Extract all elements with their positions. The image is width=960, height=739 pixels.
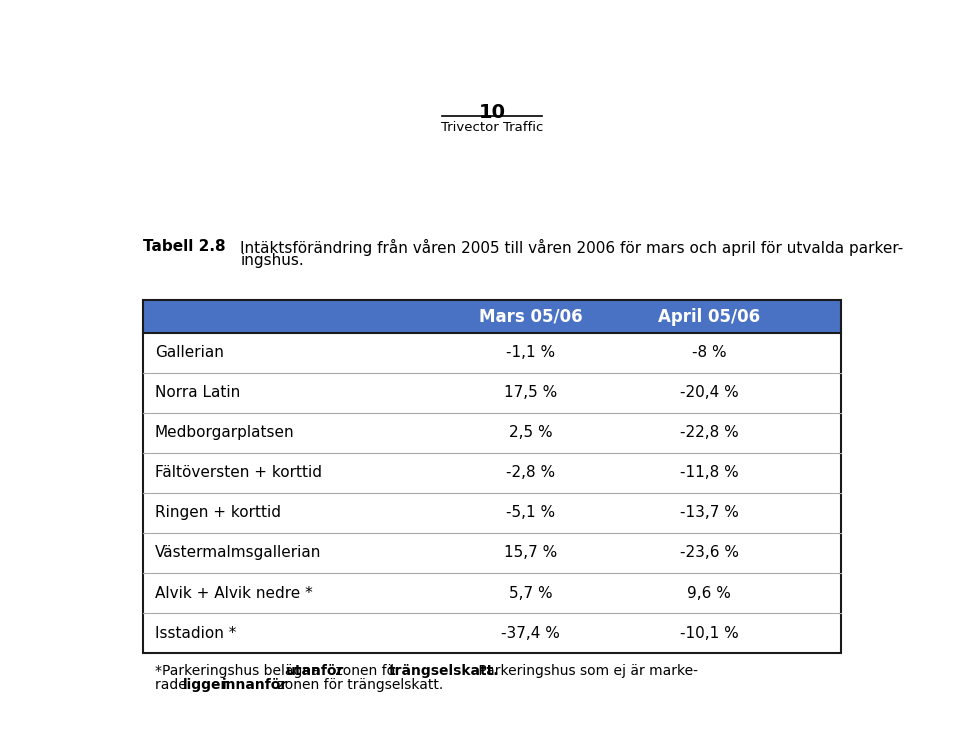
Bar: [143, 493, 841, 533]
Text: 10: 10: [478, 103, 506, 121]
Text: zonen för: zonen för: [331, 664, 405, 678]
Text: 5,7 %: 5,7 %: [509, 585, 553, 601]
Text: Alvik + Alvik nedre *: Alvik + Alvik nedre *: [155, 585, 313, 601]
Bar: [143, 533, 841, 573]
Bar: [143, 372, 841, 413]
Text: April 05/06: April 05/06: [658, 307, 760, 326]
Text: innanför: innanför: [222, 678, 288, 692]
Text: *Parkeringshus belägna: *Parkeringshus belägna: [155, 664, 324, 678]
Text: Västermalmsgallerian: Västermalmsgallerian: [155, 545, 322, 560]
Text: 15,7 %: 15,7 %: [504, 545, 558, 560]
Bar: [143, 333, 841, 372]
Text: -23,6 %: -23,6 %: [680, 545, 738, 560]
Text: -13,7 %: -13,7 %: [680, 505, 738, 520]
Bar: [143, 301, 841, 333]
Text: Tabell 2.8: Tabell 2.8: [143, 239, 226, 253]
Bar: [143, 573, 841, 613]
Text: 2,5 %: 2,5 %: [509, 426, 553, 440]
Text: Gallerian: Gallerian: [155, 345, 224, 361]
Text: -8 %: -8 %: [692, 345, 727, 361]
Text: -1,1 %: -1,1 %: [506, 345, 555, 361]
Text: Mars 05/06: Mars 05/06: [479, 307, 583, 326]
Text: Medborgarplatsen: Medborgarplatsen: [155, 426, 295, 440]
Text: -5,1 %: -5,1 %: [506, 505, 555, 520]
Bar: [143, 613, 841, 653]
Text: -10,1 %: -10,1 %: [680, 626, 738, 641]
Text: Trivector Traffic: Trivector Traffic: [441, 121, 543, 134]
Bar: [143, 453, 841, 493]
Text: Norra Latin: Norra Latin: [155, 385, 240, 401]
Text: Intäktsförändring från våren 2005 till våren 2006 för mars och april för utvalda: Intäktsförändring från våren 2005 till v…: [240, 239, 903, 256]
Text: 17,5 %: 17,5 %: [504, 385, 558, 401]
Text: ligger: ligger: [182, 678, 228, 692]
Bar: [143, 413, 841, 453]
Text: rade: rade: [155, 678, 191, 692]
Text: -22,8 %: -22,8 %: [680, 426, 738, 440]
Text: Isstadion *: Isstadion *: [155, 626, 236, 641]
Text: -37,4 %: -37,4 %: [501, 626, 561, 641]
Text: Fältöversten + korttid: Fältöversten + korttid: [155, 466, 322, 480]
Text: -11,8 %: -11,8 %: [680, 466, 738, 480]
Text: trängselskatt.: trängselskatt.: [389, 664, 499, 678]
Text: zonen för trängselskatt.: zonen för trängselskatt.: [273, 678, 443, 692]
Bar: [143, 301, 841, 653]
Text: Parkeringshus som ej är marke-: Parkeringshus som ej är marke-: [474, 664, 698, 678]
Text: -2,8 %: -2,8 %: [506, 466, 555, 480]
Text: -20,4 %: -20,4 %: [680, 385, 738, 401]
Text: ingshus.: ingshus.: [240, 253, 304, 268]
Text: Ringen + korttid: Ringen + korttid: [155, 505, 281, 520]
Text: 9,6 %: 9,6 %: [687, 585, 731, 601]
Text: utanför: utanför: [286, 664, 345, 678]
